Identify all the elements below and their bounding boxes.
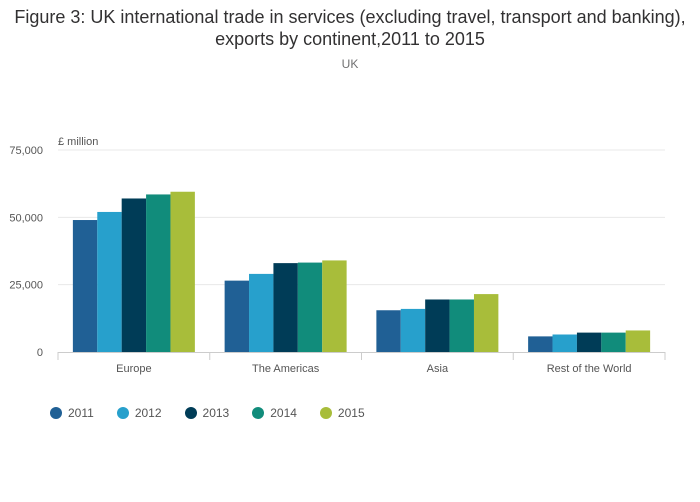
- x-tick-label: Asia: [427, 363, 449, 375]
- bar-2011: [72, 220, 98, 352]
- bar-2012: [400, 308, 426, 352]
- x-axis: Europe The Americas Asia Rest of the World: [57, 352, 666, 375]
- legend-item-2015[interactable]: 2015: [319, 406, 365, 420]
- y-axis-ticks: 0 25,000 50,000 75,000: [9, 145, 43, 359]
- chart-subtitle: UK: [341, 57, 359, 71]
- legend-item-2014[interactable]: 2014: [252, 406, 297, 420]
- y-tick-label: 0: [37, 347, 43, 359]
- bar-2012: [97, 211, 122, 352]
- legend-swatch: [319, 407, 332, 419]
- legend-label: 2014: [270, 406, 297, 420]
- bar-2011: [376, 310, 401, 352]
- legend-swatch: [184, 407, 197, 419]
- bar-2013: [425, 299, 450, 352]
- bar-2014: [449, 299, 474, 352]
- bar-2014: [601, 332, 626, 352]
- y-tick-label: 50,000: [9, 212, 43, 224]
- legend-item-2011[interactable]: 2011: [50, 406, 94, 420]
- x-tick-label: The Americas: [252, 363, 320, 375]
- legend-item-2013[interactable]: 2013: [184, 406, 230, 420]
- legend-label: 2013: [202, 406, 230, 420]
- bar-2011: [528, 336, 553, 352]
- legend-item-2012[interactable]: 2012: [116, 406, 162, 420]
- y-tick-label: 25,000: [9, 280, 43, 292]
- legend-label: 2012: [134, 406, 162, 420]
- legend: 2011 2012 2013 2014 2015: [50, 406, 388, 420]
- bar-2011: [224, 280, 250, 352]
- bar-2015: [473, 294, 499, 352]
- x-tick-label: Europe: [116, 363, 151, 375]
- y-tick-label: 75,000: [9, 145, 43, 157]
- bar-2012: [249, 273, 274, 352]
- legend-label: 2015: [337, 406, 365, 420]
- bar-2014: [297, 262, 323, 352]
- bar-2012: [552, 334, 577, 352]
- legend-label: 2011: [68, 406, 94, 420]
- legend-swatch: [50, 407, 62, 419]
- bar-2013: [273, 263, 298, 352]
- y-axis-unit-label: £ million: [58, 136, 99, 148]
- bar-2015: [170, 191, 195, 352]
- bars: [72, 191, 651, 352]
- legend-swatch: [252, 407, 265, 419]
- bar-2013: [576, 332, 602, 352]
- chart-title: Figure 3: UK international trade in serv…: [14, 7, 686, 49]
- bar-2013: [121, 198, 147, 352]
- bar-2015: [322, 260, 347, 352]
- legend-swatch: [116, 407, 129, 419]
- bar-2015: [625, 330, 651, 352]
- x-tick-label: Rest of the World: [547, 363, 632, 375]
- bar-2014: [146, 194, 171, 352]
